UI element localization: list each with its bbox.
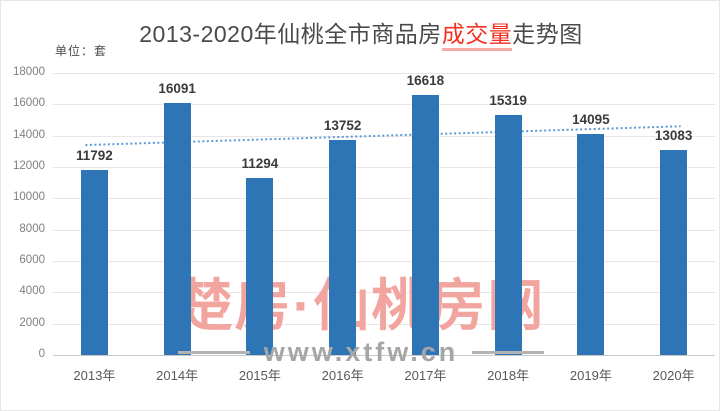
bar xyxy=(494,115,522,355)
gridline xyxy=(53,261,715,262)
x-tick-label: 2020年 xyxy=(652,368,695,383)
y-tick-label: 8000 xyxy=(19,222,45,235)
bar xyxy=(80,170,108,355)
bar xyxy=(246,178,274,355)
bar-value-label: 15319 xyxy=(489,93,527,108)
y-tick-label: 16000 xyxy=(13,97,45,110)
watermark-dash-right xyxy=(472,351,545,354)
watermark-brand: 楚房·仙桃房网 xyxy=(176,274,546,337)
gridline xyxy=(53,198,715,200)
x-tick-label: 2014年 xyxy=(156,368,199,383)
x-tick-label: 2019年 xyxy=(569,368,612,383)
bar xyxy=(660,150,688,355)
chart-title-highlight: 成交量 xyxy=(441,21,513,51)
bar-value-label: 13083 xyxy=(654,128,693,144)
x-tick-label: 2015年 xyxy=(238,368,281,383)
unit-label: 单位：套 xyxy=(55,44,108,58)
gridline xyxy=(53,167,715,168)
bar xyxy=(329,139,357,355)
gridline xyxy=(53,355,715,356)
bar-value-label: 13752 xyxy=(323,117,362,133)
watermark-site-url: www.xtfw.cn xyxy=(263,337,459,367)
bar-value-label: 14095 xyxy=(572,112,610,128)
gridline xyxy=(53,229,715,231)
bar xyxy=(577,134,605,355)
bar xyxy=(411,94,439,355)
x-tick-label: 2017年 xyxy=(404,368,447,383)
chart-title-prefix: 2013-2020年仙桃全市商品房 xyxy=(139,21,442,47)
x-tick-label: 2013年 xyxy=(73,368,116,383)
gridline xyxy=(53,323,715,325)
y-tick-label: 10000 xyxy=(13,191,45,204)
y-tick-label: 18000 xyxy=(13,66,45,78)
y-tick-label: 6000 xyxy=(19,254,45,266)
y-tick-label: 4000 xyxy=(19,285,45,298)
y-tick-label: 2000 xyxy=(19,316,45,329)
bar-value-label: 16618 xyxy=(406,72,445,88)
chart-title-suffix: 走势图 xyxy=(512,21,583,47)
y-tick-label: 0 xyxy=(38,348,45,360)
y-tick-label: 14000 xyxy=(13,128,45,141)
bar-value-label: 11792 xyxy=(75,148,113,164)
gridline xyxy=(53,292,715,294)
y-tick-label: 12000 xyxy=(13,160,45,172)
bar-value-label: 11294 xyxy=(241,156,279,172)
x-tick-label: 2018年 xyxy=(487,368,530,383)
chart-title: 2013-2020年仙桃全市商品房成交量走势图 xyxy=(1,15,719,51)
gridline xyxy=(53,73,715,74)
plot-area: 11792 16091 11294 13752 16618 15319 14095 13083 xyxy=(53,72,715,356)
bar xyxy=(163,102,191,355)
watermark-site: www.xtfw.cn xyxy=(1,337,719,368)
watermark-dash-left xyxy=(177,351,250,354)
gridline xyxy=(53,104,715,106)
x-tick-label: 2016年 xyxy=(321,368,364,383)
bar-value-label: 16091 xyxy=(158,80,196,96)
